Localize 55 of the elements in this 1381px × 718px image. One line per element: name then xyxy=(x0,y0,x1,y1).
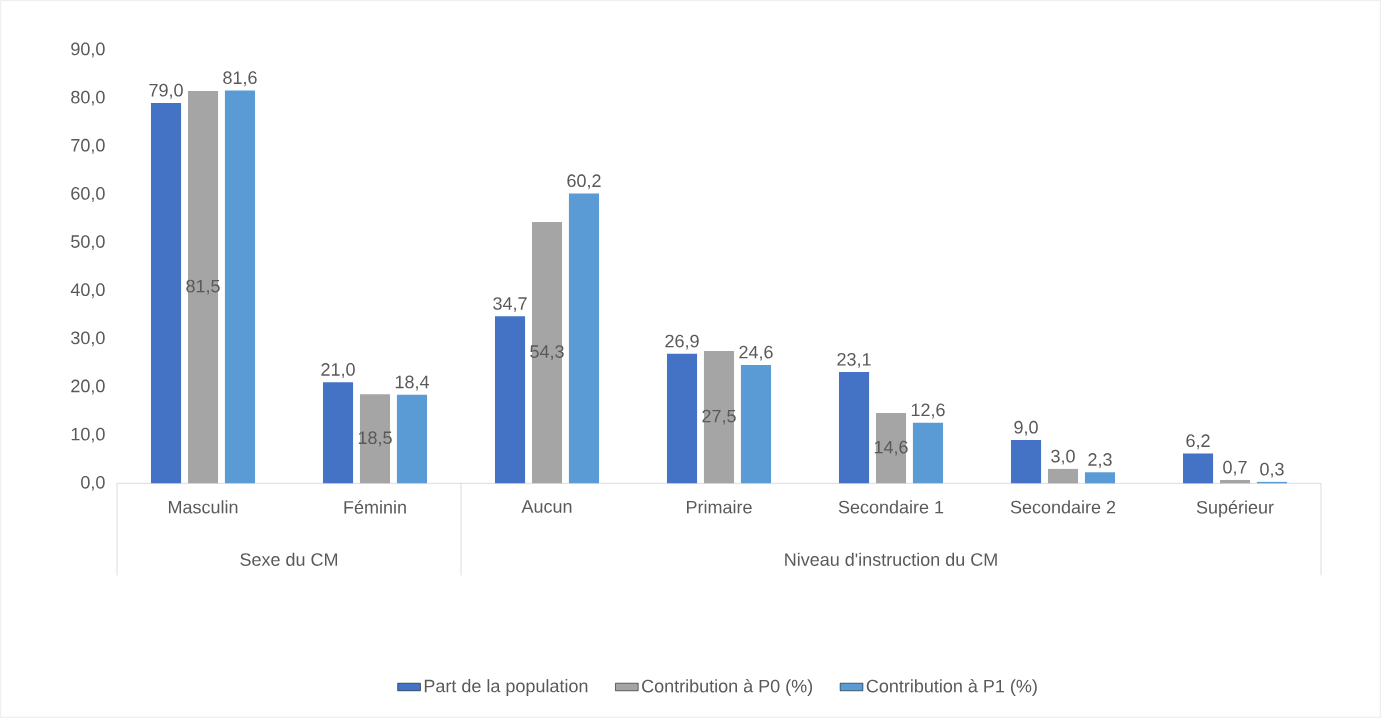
text: Sexe du CM xyxy=(240,552,338,566)
bar xyxy=(396,394,428,484)
data-label: 79,0 xyxy=(149,83,183,99)
y-tick-label: 40,0 xyxy=(70,283,105,299)
x-tick-label: Primaire xyxy=(686,500,752,514)
y-tick-label: 80,0 xyxy=(71,90,105,106)
bar xyxy=(568,193,600,484)
bar xyxy=(531,221,563,484)
bar xyxy=(666,353,698,484)
x-tick-label: Secondaire 1 xyxy=(838,500,944,514)
bar xyxy=(322,382,354,484)
bar xyxy=(703,350,735,484)
data-label: 26,9 xyxy=(665,334,699,350)
bar xyxy=(150,102,182,484)
bar xyxy=(1084,472,1116,484)
data-label: 23,1 xyxy=(837,352,871,368)
data-label: 2,3 xyxy=(1088,453,1112,468)
data-label: 0,3 xyxy=(1260,462,1284,478)
bar xyxy=(494,316,526,484)
data-label: 81,6 xyxy=(223,71,257,87)
x-tick-label: Aucun xyxy=(521,500,572,513)
x-tick-label: Féminin xyxy=(344,500,406,514)
y-tick-label: 50,0 xyxy=(71,235,105,251)
bar xyxy=(224,90,256,484)
data-label: 24,6 xyxy=(739,345,773,361)
x-tick-label: Secondaire 2 xyxy=(1010,500,1116,514)
bar xyxy=(740,364,772,484)
y-tick-label: 10,0 xyxy=(71,427,105,443)
bar xyxy=(1182,453,1214,484)
x-tick-label: Masculin xyxy=(168,500,238,514)
data-label: 6,2 xyxy=(1186,434,1210,450)
y-tick-label: 90,0 xyxy=(71,42,105,58)
legend-label: Part de la population xyxy=(424,679,588,696)
data-label: 12,6 xyxy=(911,403,945,419)
y-tick-label: 60,0 xyxy=(71,187,105,202)
bar xyxy=(912,422,944,484)
x-tick-label: Supérieur xyxy=(1196,500,1274,518)
legend-label: Contribution à P1 (%) xyxy=(866,679,1037,696)
bar xyxy=(1047,468,1079,484)
data-label: 9,0 xyxy=(1014,420,1038,436)
bar xyxy=(187,90,219,484)
y-tick-label: 0,0 xyxy=(81,475,105,491)
data-label: 3,0 xyxy=(1051,449,1075,465)
data-label: 60,2 xyxy=(567,174,601,190)
y-tick-label: 70,0 xyxy=(71,138,105,154)
y-tick-label: 30,0 xyxy=(71,331,105,347)
data-label: 0,7 xyxy=(1223,460,1247,476)
data-label: 18,4 xyxy=(395,375,429,391)
data-label: 34,7 xyxy=(493,297,527,312)
y-tick-label: 20,0 xyxy=(71,379,105,395)
bar xyxy=(1010,440,1042,484)
legend-label: Contribution à P0 (%) xyxy=(642,679,813,696)
data-label: 21,0 xyxy=(321,363,355,378)
bar xyxy=(838,372,870,484)
text: Niveau d'instruction du CM xyxy=(785,552,997,566)
